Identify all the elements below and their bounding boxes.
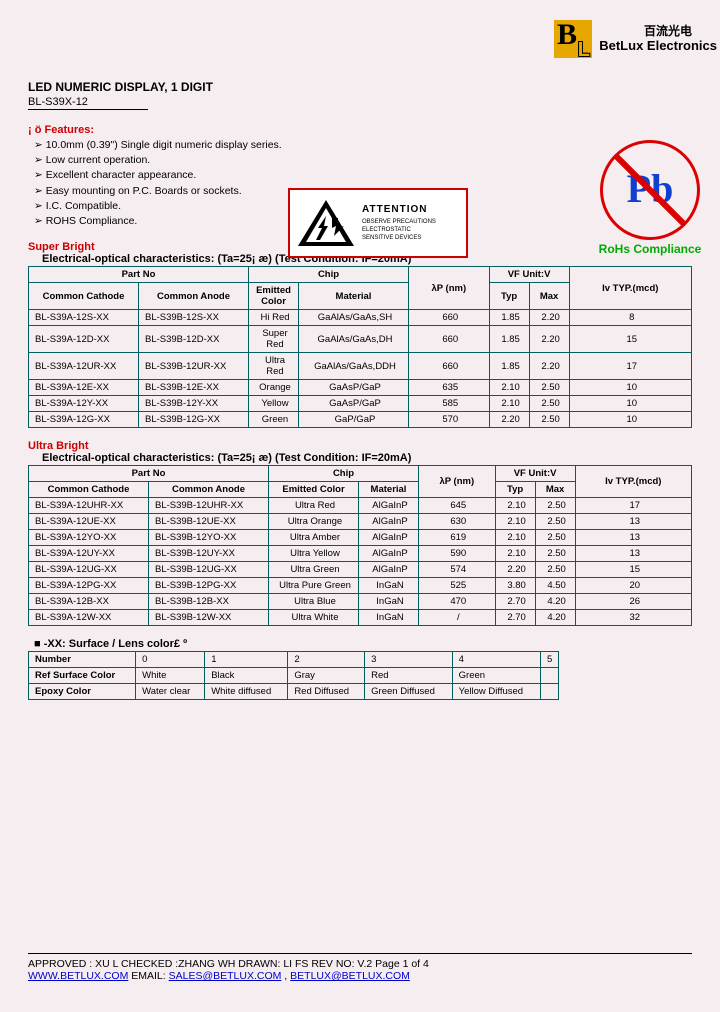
table-row: BL-S39A-12UE-XXBL-S39B-12UE-XXUltra Oran… — [29, 514, 692, 530]
pb-circle-icon: Pb — [600, 140, 700, 240]
esd-text: ATTENTION OBSERVE PRECAUTIONS ELECTROSTA… — [362, 203, 436, 242]
email-link-2[interactable]: BETLUX@BETLUX.COM — [290, 970, 410, 982]
company-en: BetLux Electronics — [599, 38, 717, 53]
surface-note: ■ -XX: Surface / Lens color£ º — [34, 638, 692, 650]
table-row: BL-S39A-12UY-XXBL-S39B-12UY-XXUltra Yell… — [29, 546, 692, 562]
table-row: BL-S39A-12Y-XXBL-S39B-12Y-XXYellowGaAsP/… — [29, 396, 692, 412]
table-row: BL-S39A-12B-XXBL-S39B-12B-XXUltra BlueIn… — [29, 594, 692, 610]
rohs-label: RoHs Compliance — [590, 242, 710, 256]
super-bright-table: Part NoChipλP (nm)VF Unit:VIv TYP.(mcd) … — [28, 266, 692, 428]
table-row: BL-S39A-12UR-XXBL-S39B-12UR-XXUltra RedG… — [29, 353, 692, 380]
esd-warning: ATTENTION OBSERVE PRECAUTIONS ELECTROSTA… — [288, 188, 468, 258]
product-code: BL-S39X-12 — [28, 96, 148, 110]
ultra-bright-title: Ultra Bright — [28, 440, 692, 452]
color-table: Number012345Ref Surface ColorWhiteBlackG… — [28, 651, 559, 700]
table-row: BL-S39A-12G-XXBL-S39B-12G-XXGreenGaP/GaP… — [29, 412, 692, 428]
email-link-1[interactable]: SALES@BETLUX.COM — [169, 970, 282, 982]
table-row: BL-S39A-12D-XXBL-S39B-12D-XXSuper RedGaA… — [29, 326, 692, 353]
table-row: BL-S39A-12UG-XXBL-S39B-12UG-XXUltra Gree… — [29, 562, 692, 578]
pb-free-badge: Pb RoHs Compliance — [590, 140, 710, 256]
ultra-bright-sub: Electrical-optical characteristics: (Ta=… — [42, 452, 692, 464]
ultra-bright-table: Part NoChipλP (nm)VF Unit:VIv TYP.(mcd) … — [28, 465, 692, 626]
company-cn: 百流光电 — [644, 22, 692, 39]
table-row: BL-S39A-12W-XXBL-S39B-12W-XXUltra WhiteI… — [29, 610, 692, 626]
website-link[interactable]: WWW.BETLUX.COM — [28, 970, 128, 982]
table-row: BL-S39A-12PG-XXBL-S39B-12PG-XXUltra Pure… — [29, 578, 692, 594]
header: 百流光电 BetLux Electronics — [28, 20, 692, 80]
page-title: LED NUMERIC DISPLAY, 1 DIGIT — [28, 80, 692, 94]
features-label: ¡ ö Features: — [28, 124, 692, 136]
footer: APPROVED : XU L CHECKED :ZHANG WH DRAWN:… — [28, 953, 692, 982]
logo-icon — [554, 20, 592, 58]
esd-icon — [296, 198, 356, 248]
table-row: BL-S39A-12S-XXBL-S39B-12S-XXHi RedGaAlAs… — [29, 310, 692, 326]
table-row: BL-S39A-12E-XXBL-S39B-12E-XXOrangeGaAsP/… — [29, 380, 692, 396]
footer-approval: APPROVED : XU L CHECKED :ZHANG WH DRAWN:… — [28, 958, 692, 970]
table-row: BL-S39A-12YO-XXBL-S39B-12YO-XXUltra Ambe… — [29, 530, 692, 546]
table-row: BL-S39A-12UHR-XXBL-S39B-12UHR-XXUltra Re… — [29, 498, 692, 514]
